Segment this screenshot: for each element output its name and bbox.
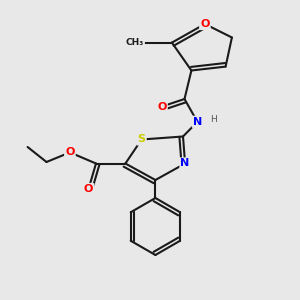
Text: O: O bbox=[157, 101, 167, 112]
Text: S: S bbox=[138, 134, 146, 145]
Text: O: O bbox=[200, 19, 210, 29]
Text: O: O bbox=[65, 147, 75, 158]
Text: N: N bbox=[193, 117, 202, 127]
Text: N: N bbox=[181, 158, 190, 169]
Text: H: H bbox=[210, 115, 217, 124]
Text: CH₃: CH₃ bbox=[126, 38, 144, 47]
Text: O: O bbox=[84, 184, 93, 194]
